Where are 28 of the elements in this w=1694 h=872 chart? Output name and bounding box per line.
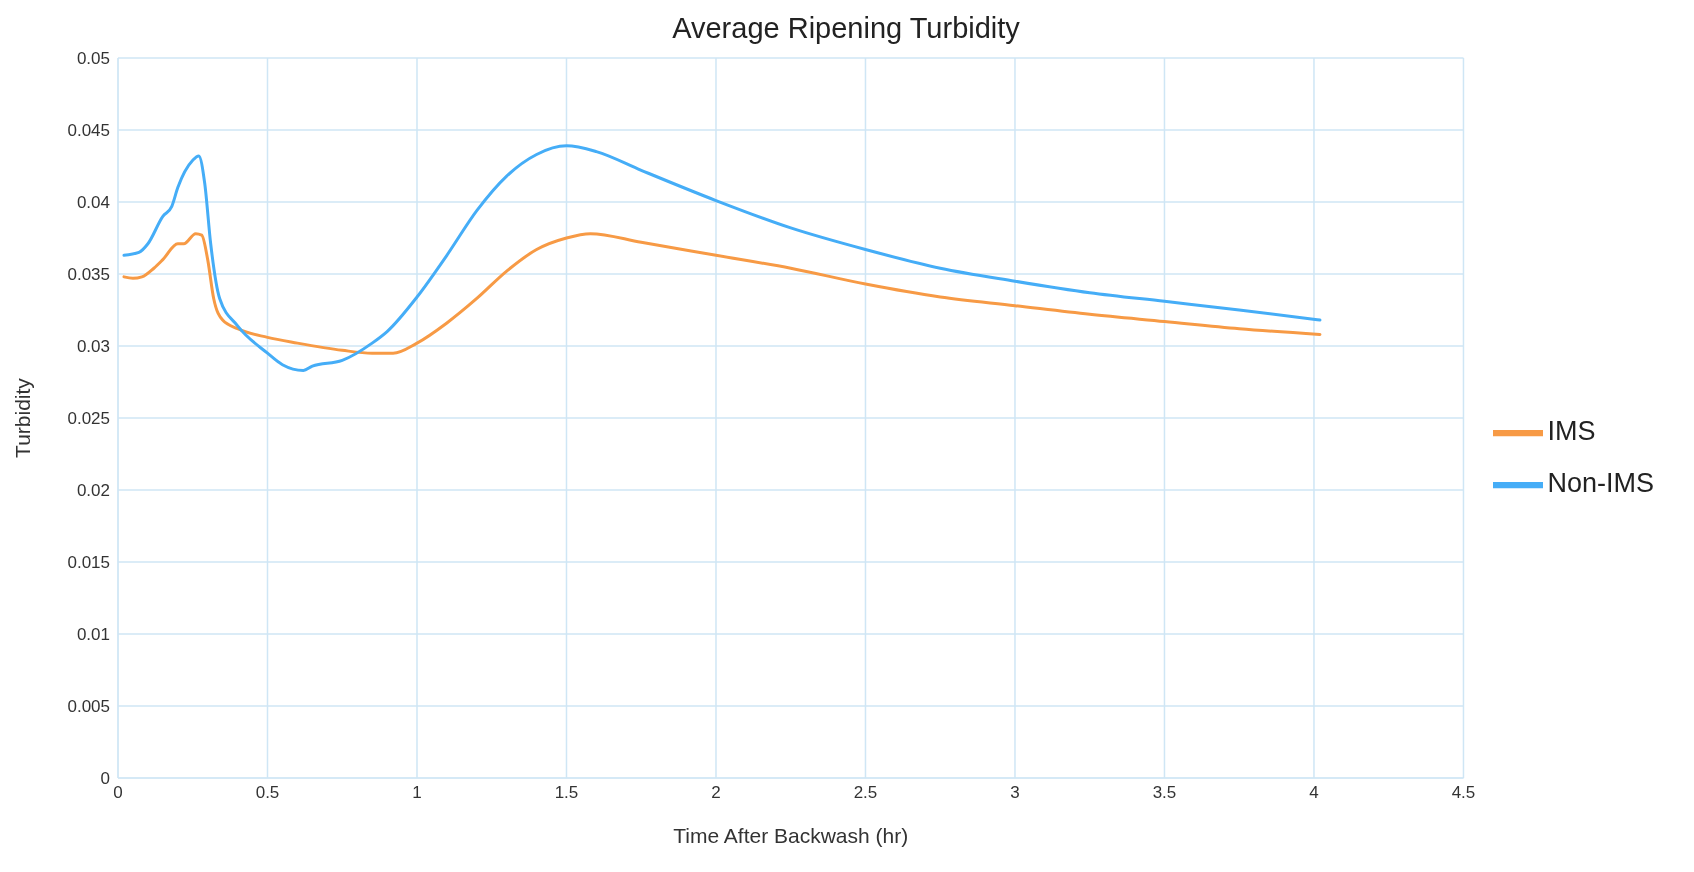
x-tick-label: 4 — [1309, 783, 1319, 803]
y-tick-label: 0.03 — [76, 337, 110, 357]
x-tick-label: 1.5 — [554, 783, 579, 803]
x-tick-label: 2 — [711, 783, 721, 803]
y-tick-label: 0.025 — [67, 409, 110, 429]
y-tick-label: 0 — [100, 769, 110, 789]
legend-label: Non-IMS — [1547, 468, 1654, 498]
line-series — [122, 232, 1322, 355]
x-tick-label: 0.5 — [255, 783, 280, 803]
y-axis-title: Turbidity — [11, 377, 35, 458]
legend-label: IMS — [1547, 416, 1596, 447]
y-tick-label: 0.01 — [76, 625, 110, 645]
x-tick-label: 0 — [113, 783, 123, 803]
y-tick-label: 0.005 — [67, 697, 110, 717]
y-tick-label: 0.035 — [67, 265, 110, 285]
x-tick-label: 2.5 — [853, 783, 878, 803]
x-axis-title: Time After Backwash (hr) — [673, 824, 909, 847]
y-tick-label: 0.04 — [76, 193, 110, 213]
x-tick-label: 4.5 — [1451, 783, 1476, 803]
y-tick-label: 0.015 — [67, 553, 110, 573]
line-series — [122, 144, 1322, 372]
y-tick-label: 0.05 — [76, 49, 110, 69]
x-tick-label: 1 — [412, 783, 422, 803]
x-tick-label: 3.5 — [1152, 783, 1177, 803]
chart-title: Average Ripening Turbidity — [671, 11, 1021, 46]
y-tick-label: 0.02 — [76, 481, 110, 501]
y-tick-label: 0.045 — [67, 121, 110, 141]
x-tick-label: 3 — [1010, 783, 1020, 803]
